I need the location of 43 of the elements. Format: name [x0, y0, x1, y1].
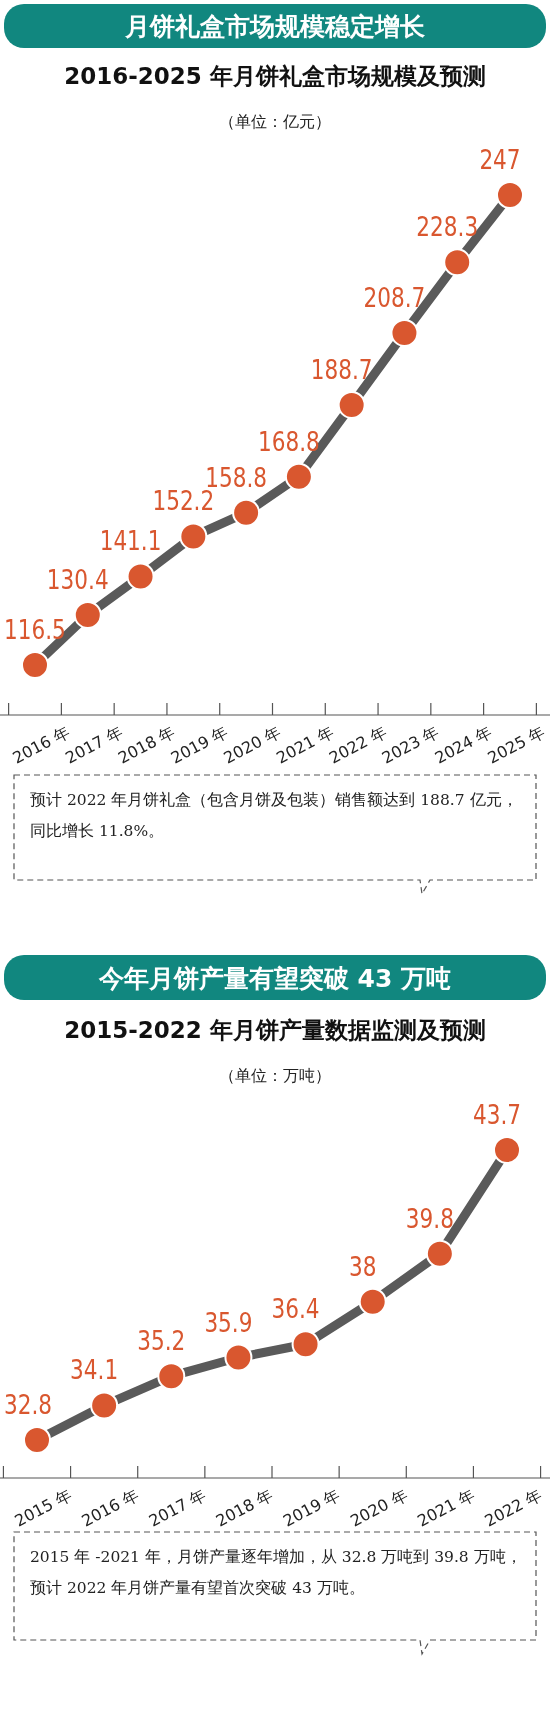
point: [232, 498, 261, 527]
x-tick-label: 2021 年: [414, 1484, 478, 1531]
chart-title: 今年月饼产量有望突破 43 万吨: [97, 963, 452, 993]
point: [390, 318, 419, 347]
point: [291, 1330, 320, 1359]
text: 2015 年 -2021 年，月饼产量逐年增加，从 32.8 万吨到 39.8 万吨，预计 2022 年月饼产量有望首次突破 43 万吨。: [30, 1547, 523, 1599]
point: [224, 1343, 253, 1372]
data-label: 32.8: [4, 1388, 53, 1421]
data-label: 34.1: [70, 1354, 119, 1387]
chart-title: 月饼礼盒市场规模稳定增长: [124, 12, 425, 41]
point: [337, 390, 366, 419]
point: [284, 462, 313, 491]
data-label: 130.4: [46, 563, 109, 596]
y-axis-title: （单位：亿元）: [219, 112, 331, 131]
point: [73, 600, 102, 629]
point: [493, 1136, 521, 1164]
data-label: 35.9: [204, 1306, 253, 1339]
point: [23, 1426, 51, 1454]
point: [425, 1239, 454, 1268]
data-label: 43.7: [472, 1098, 522, 1131]
chart-subtitle: 2015-2022 年月饼产量数据监测及预测: [64, 1017, 486, 1043]
data-label: 141.1: [99, 525, 162, 558]
point: [21, 651, 49, 679]
text: 预计 2022 年月饼礼盒（包含月饼及包装）销售额达到 188.7 亿元，同比增长 11.8%。: [30, 790, 519, 842]
point: [179, 522, 208, 551]
data-label: 208.7: [363, 281, 426, 314]
point: [358, 1287, 387, 1316]
chart-subtitle: 2016-2025 年月饼礼盒市场规模及预测: [64, 63, 486, 89]
data-label: 247: [479, 143, 521, 176]
data-label: 35.2: [137, 1324, 186, 1357]
data-label: 38: [348, 1250, 377, 1283]
data-label: 116.5: [4, 613, 66, 646]
point: [90, 1391, 119, 1420]
data-label: 39.8: [405, 1202, 454, 1235]
point: [157, 1362, 186, 1391]
y-axis-title: （单位：万吨）: [219, 1066, 331, 1085]
data-label: 188.7: [310, 353, 373, 386]
point: [126, 562, 155, 591]
point: [496, 181, 524, 209]
data-label: 36.4: [271, 1292, 320, 1325]
point: [443, 248, 472, 277]
data-label: 168.8: [257, 425, 320, 458]
data-label: 228.3: [416, 210, 479, 243]
